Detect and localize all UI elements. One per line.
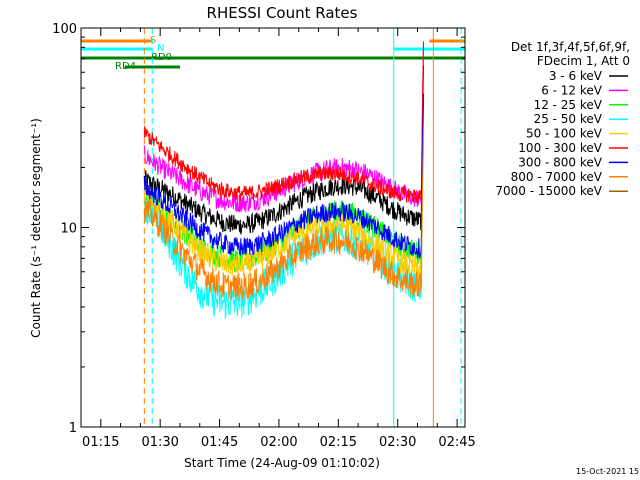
y-tick-label: 100 xyxy=(52,22,77,37)
x-tick-label: 02:45 xyxy=(438,435,475,450)
series-lines xyxy=(143,41,424,319)
legend-entry-300-800-kev: 300 - 800 keV xyxy=(518,155,602,169)
series-line-800-7000-kev xyxy=(143,130,424,301)
legend-header-line: Det 1f,3f,4f,5f,6f,9f, xyxy=(511,40,630,54)
series-line-50-100-kev xyxy=(143,113,424,279)
legend-entry-50-100-kev: 50 - 100 keV xyxy=(526,127,603,141)
y-tick-label: 10 xyxy=(60,222,77,237)
x-tick-label: 01:15 xyxy=(82,435,119,450)
series-line-300-800-kev xyxy=(143,93,424,259)
legend-entry-25-50-kev: 25 - 50 keV xyxy=(534,112,603,126)
y-axis: 1 10 100 xyxy=(52,22,465,436)
legend-entry-800-7000-kev: 800 - 7000 keV xyxy=(511,170,603,184)
x-tick-label: 01:30 xyxy=(141,435,178,450)
legend-header-line: FDecim 1, Att 0 xyxy=(537,54,630,68)
vertical-lines xyxy=(143,28,462,427)
series-line-3-6-kev xyxy=(143,65,424,235)
x-tick-label: 02:15 xyxy=(320,435,357,450)
marker-label-rd0: RD0 xyxy=(151,52,172,63)
marker-label-rd4: RD4 xyxy=(115,61,136,72)
legend-entry-7000-15000-kev: 7000 - 15000 keV xyxy=(495,184,602,198)
legend-entry-12-25-kev: 12 - 25 keV xyxy=(534,98,603,112)
y-axis-label: Count Rate (s⁻¹ detector segment⁻¹) xyxy=(29,118,43,338)
legend-entry-100-300-kev: 100 - 300 keV xyxy=(518,141,602,155)
marker-label-n: N xyxy=(157,43,164,54)
x-tick-label: 02:30 xyxy=(379,435,416,450)
marker-label-s: S xyxy=(150,35,156,46)
chart-title: RHESSI Count Rates xyxy=(207,4,358,22)
legend: Det 1f,3f,4f,5f,6f,9f,FDecim 1, Att 03 -… xyxy=(495,40,630,198)
legend-entry-6-12-kev: 6 - 12 keV xyxy=(541,83,603,97)
x-axis-label: Start Time (24-Aug-09 01:10:02) xyxy=(184,456,380,470)
x-tick-label: 02:00 xyxy=(260,435,297,450)
y-tick-label: 1 xyxy=(69,421,77,436)
x-axis: 01:15 01:30 01:45 02:00 02:15 02:30 02:45 xyxy=(80,28,476,450)
legend-entry-3-6-kev: 3 - 6 keV xyxy=(549,69,603,83)
x-tick-label: 01:45 xyxy=(201,435,238,450)
series-line-100-300-kev xyxy=(143,41,424,203)
footer-date: 15-Oct-2021 15:15 xyxy=(576,467,640,476)
